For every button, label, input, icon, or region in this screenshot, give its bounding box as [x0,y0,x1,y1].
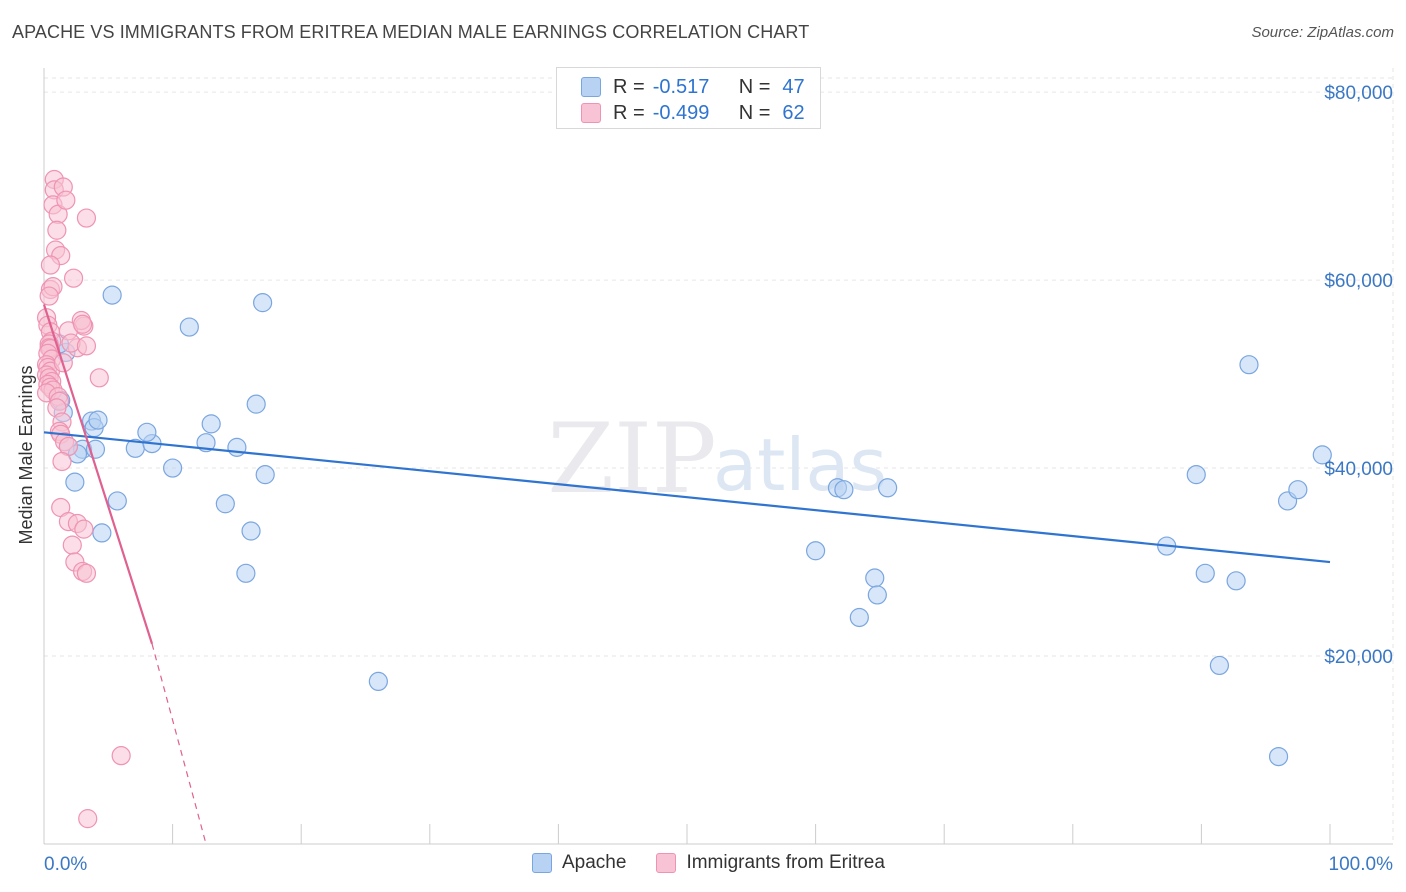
apache-point [1226,571,1246,591]
legend-n-value-apache: 47 [782,75,805,98]
y-axis-label: Median Male Earnings [16,365,36,544]
series-legend-eritrea-label: Immigrants from Eritrea [686,852,885,873]
chart-source: Source: ZipAtlas.com [1251,24,1394,41]
trend-layer [42,304,1331,845]
eritrea-swatch [581,103,601,123]
series-legend-apache-label: Apache [562,852,627,873]
apache-point [246,394,266,414]
points-layer [36,169,1332,829]
apache-point [834,480,854,500]
apache-point [1268,746,1289,767]
axis-layer [43,68,1393,845]
apache-point [201,414,221,434]
legend-n-label: N = [738,101,771,124]
eritrea-point [78,809,98,829]
eritrea-point [76,208,97,228]
apache-point [1209,655,1230,676]
apache-point [867,585,887,605]
apache-point [805,541,826,561]
series-legend-apache[interactable]: Apache [532,852,626,874]
legend-r-label: R = [613,75,645,98]
apache-point [227,437,247,457]
x-tick-label-min: 0.0% [44,854,87,875]
apache-point [865,568,885,588]
series-legend: Apache Immigrants from Eritrea [532,852,915,874]
eritrea-point [74,519,94,539]
apache-point [849,607,869,628]
apache-point [1186,465,1206,485]
apache-point [1239,355,1259,375]
legend-row-apache: R = -0.517 N = 47 [581,74,805,100]
legend-r-value-apache: -0.517 [652,75,710,98]
eritrea-swatch [656,853,677,873]
apache-point [1312,445,1332,465]
apache-point [65,472,85,492]
eritrea-point [52,451,72,472]
eritrea-trend-extension [151,643,207,845]
apache-point [253,293,273,313]
x-tick-label-max: 100.0% [1329,854,1394,875]
legend-n-value-eritrea: 62 [782,101,805,124]
eritrea-point [39,286,59,306]
watermark: ZIP atlas [547,403,887,515]
eritrea-point [76,336,97,356]
chart-title: APACHE VS IMMIGRANTS FROM ERITREA MEDIAN… [12,22,810,42]
series-legend-eritrea[interactable]: Immigrants from Eritrea [656,852,885,874]
correlation-legend: R = -0.517 N = 47 R = -0.499 N = 62 [556,67,821,129]
y-tick-label: $80,000 [1324,83,1393,104]
eritrea-trend-line [42,304,154,645]
watermark-atlas: atlas [713,423,887,507]
apache-point [236,563,256,583]
apache-point [215,494,235,514]
apache-point [102,285,122,305]
apache-point [163,458,183,478]
eritrea-point [62,535,82,555]
apache-point [107,491,127,511]
eritrea-point [72,314,93,334]
y-tick-label: $60,000 [1324,271,1393,292]
apache-point [368,671,388,692]
eritrea-point [89,368,109,388]
y-tick-label: $20,000 [1324,647,1393,668]
eritrea-point [63,268,84,288]
legend-n-label: N = [738,75,771,98]
apache-point [179,317,199,337]
eritrea-point [47,220,67,240]
apache-swatch [532,853,552,873]
apache-trend-line [43,431,1331,564]
apache-point [1195,563,1215,583]
apache-point [878,478,898,498]
eritrea-point [56,190,76,210]
apache-point [137,422,157,442]
apache-point [255,465,275,485]
y-tick-label: $40,000 [1324,459,1393,480]
apache-point [1288,480,1308,500]
eritrea-point [111,746,131,766]
apache-point [88,410,108,430]
tick-labels: 0.0% 100.0% Median Male Earnings $20,000… [16,83,1393,875]
apache-point [241,521,261,541]
legend-row-eritrea: R = -0.499 N = 62 [581,100,805,126]
legend-r-value-eritrea: -0.499 [652,101,710,124]
apache-point [92,523,112,543]
legend-r-label: R = [613,101,645,124]
apache-swatch [581,77,601,97]
eritrea-point [40,255,61,275]
eritrea-point [76,563,97,583]
